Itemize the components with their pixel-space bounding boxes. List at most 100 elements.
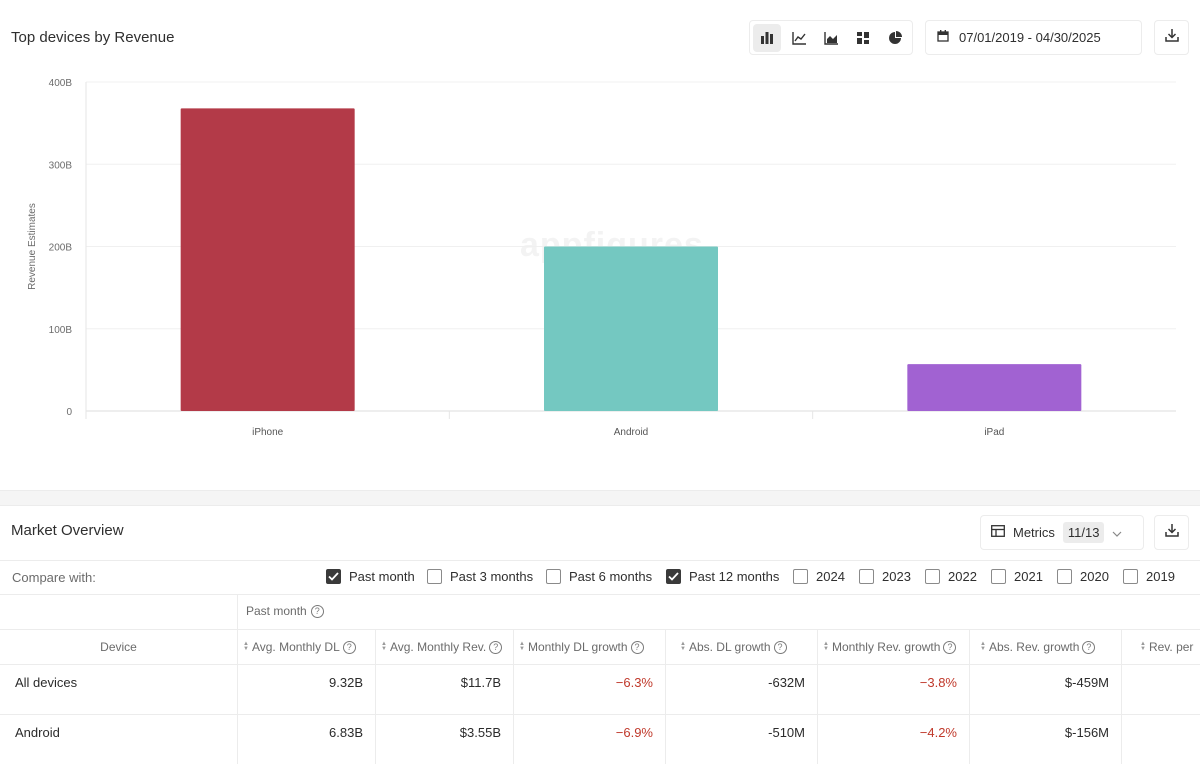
- compare-option-2019[interactable]: 2019: [1123, 569, 1175, 584]
- table-download-button[interactable]: [1154, 515, 1189, 550]
- column-header-device[interactable]: Device: [0, 630, 238, 664]
- help-icon[interactable]: ?: [1082, 640, 1096, 654]
- checkbox-label: Past 6 months: [569, 569, 653, 584]
- checkbox[interactable]: [991, 569, 1006, 584]
- chart-download-button[interactable]: [1154, 20, 1189, 55]
- checkbox[interactable]: [1123, 569, 1138, 584]
- compare-option-2024[interactable]: 2024: [793, 569, 845, 584]
- checkbox[interactable]: [427, 569, 442, 584]
- x-tick-label: iPhone: [252, 427, 284, 438]
- abs-dl-growth-cell: -632M: [666, 665, 818, 714]
- column-header-avg-monthly-rev[interactable]: ▲ ▼ Avg. Monthly Rev.?: [376, 630, 514, 664]
- pie-chart-icon[interactable]: [881, 24, 909, 52]
- period-label-text: Past month: [246, 604, 307, 618]
- help-icon[interactable]: ?: [630, 640, 644, 654]
- table-row[interactable]: Android 6.83B $3.55B −6.9% -510M −4.2% $…: [0, 715, 1200, 764]
- help-icon[interactable]: ?: [342, 640, 356, 654]
- checkbox[interactable]: [793, 569, 808, 584]
- help-icon[interactable]: ?: [489, 640, 503, 654]
- area-chart-icon[interactable]: [817, 24, 845, 52]
- checkbox[interactable]: [326, 569, 341, 584]
- line-chart-icon[interactable]: [785, 24, 813, 52]
- table-icon: [991, 525, 1005, 540]
- column-header-abs-dl-growth[interactable]: ▲ ▼ Abs. DL growth?: [666, 630, 818, 664]
- bar-chart: 0 100B 200B 300B 400B Revenue Estimates iPhone…: [27, 78, 1176, 438]
- column-header-label: Abs. Rev. growth: [988, 640, 1080, 654]
- metrics-count-badge: 11/13: [1062, 522, 1105, 543]
- abs-dl-growth-cell: -510M: [666, 715, 818, 764]
- help-icon[interactable]: ?: [310, 604, 324, 618]
- compare-option-past-3-months[interactable]: Past 3 months: [427, 569, 533, 584]
- date-range-picker[interactable]: 07/01/2019 - 04/30/2025: [925, 20, 1142, 55]
- checkbox-label: 2020: [1080, 569, 1109, 584]
- bar-iphone: [180, 108, 355, 411]
- column-header-monthly-dl-growth[interactable]: ▲ ▼ Monthly DL growth?: [514, 630, 666, 664]
- column-header-label: Rev. per: [1148, 640, 1194, 654]
- sort-icon: ▲ ▼: [243, 641, 249, 652]
- table-header-row: Device ▲ ▼ Avg. Monthly DL? ▲ ▼ Avg. Monthly…: [0, 630, 1200, 665]
- monthly-dl-growth-cell: −6.3%: [514, 665, 666, 714]
- bar-android: [544, 246, 718, 411]
- metrics-selector[interactable]: Metrics 11/13: [980, 515, 1144, 550]
- download-icon: [1164, 28, 1179, 47]
- compare-label: Compare with:: [12, 570, 96, 585]
- abs-rev-growth-cell: $-156M: [970, 715, 1122, 764]
- checkbox-label: 2023: [882, 569, 911, 584]
- bar-chart-icon[interactable]: [753, 23, 781, 52]
- monthly-rev-growth-cell: −4.2%: [818, 715, 970, 764]
- column-header-label: Monthly DL growth: [527, 640, 628, 654]
- download-icon: [1164, 523, 1179, 542]
- compare-option-past-month[interactable]: Past month: [326, 569, 415, 584]
- compare-option-past-6-months[interactable]: Past 6 months: [546, 569, 652, 584]
- date-range-text: 07/01/2019 - 04/30/2025: [959, 30, 1101, 45]
- x-tick-label: iPad: [984, 427, 1004, 438]
- avg-monthly-rev-cell: $3.55B: [376, 715, 514, 764]
- market-overview-table: Device ▲ ▼ Avg. Monthly DL? ▲ ▼ Avg. Monthly…: [0, 630, 1200, 764]
- compare-option-past-12-months[interactable]: Past 12 months: [666, 569, 779, 584]
- column-header-label: Device: [100, 640, 137, 654]
- compare-with-row: Compare with: Past month Past 3 months P…: [0, 560, 1200, 595]
- checkbox[interactable]: [666, 569, 681, 584]
- checkbox-label: 2019: [1146, 569, 1175, 584]
- chart-type-switcher: [749, 20, 913, 55]
- column-header-label: Avg. Monthly DL: [251, 640, 340, 654]
- y-tick-label: 200B: [49, 243, 73, 254]
- compare-option-2020[interactable]: 2020: [1057, 569, 1109, 584]
- y-tick-label: 400B: [49, 78, 73, 89]
- column-header-abs-rev-growth[interactable]: ▲ ▼ Abs. Rev. growth?: [970, 630, 1122, 664]
- metrics-label: Metrics: [1013, 525, 1055, 540]
- compare-option-2021[interactable]: 2021: [991, 569, 1043, 584]
- compare-option-2022[interactable]: 2022: [925, 569, 977, 584]
- column-header-label: Monthly Rev. growth: [831, 640, 941, 654]
- compare-option-2023[interactable]: 2023: [859, 569, 911, 584]
- avg-monthly-dl-cell: 6.83B: [238, 715, 376, 764]
- checkbox[interactable]: [925, 569, 940, 584]
- help-icon[interactable]: ?: [943, 640, 957, 654]
- checkbox-label: Past month: [349, 569, 415, 584]
- checkbox[interactable]: [1057, 569, 1072, 584]
- sort-icon: ▲ ▼: [823, 641, 829, 652]
- grid-chart-icon[interactable]: [849, 24, 877, 52]
- column-header-monthly-rev-growth[interactable]: ▲ ▼ Monthly Rev. growth?: [818, 630, 970, 664]
- y-tick-label: 100B: [49, 325, 73, 336]
- checkbox-label: 2022: [948, 569, 977, 584]
- table-row[interactable]: All devices 9.32B $11.7B −6.3% -632M −3.…: [0, 665, 1200, 715]
- x-tick-label: Android: [614, 427, 648, 438]
- device-cell: Android: [0, 715, 238, 764]
- section-divider: [0, 490, 1200, 506]
- avg-monthly-dl-cell: 9.32B: [238, 665, 376, 714]
- sort-icon: ▲ ▼: [1140, 641, 1146, 652]
- column-header-avg-monthly-dl[interactable]: ▲ ▼ Avg. Monthly DL?: [238, 630, 376, 664]
- monthly-dl-growth-cell: −6.9%: [514, 715, 666, 764]
- chart-title: Top devices by Revenue: [11, 29, 175, 46]
- column-header-label: Abs. DL growth: [688, 640, 771, 654]
- checkbox[interactable]: [859, 569, 874, 584]
- y-tick-label: 300B: [49, 160, 73, 171]
- y-tick-label: 0: [66, 407, 72, 418]
- help-icon[interactable]: ?: [773, 640, 787, 654]
- monthly-rev-growth-cell: −3.8%: [818, 665, 970, 714]
- sort-icon: ▲ ▼: [381, 641, 387, 652]
- checkbox[interactable]: [546, 569, 561, 584]
- column-divider: [237, 595, 238, 630]
- column-header-rev-per[interactable]: ▲ ▼ Rev. per: [1122, 630, 1200, 664]
